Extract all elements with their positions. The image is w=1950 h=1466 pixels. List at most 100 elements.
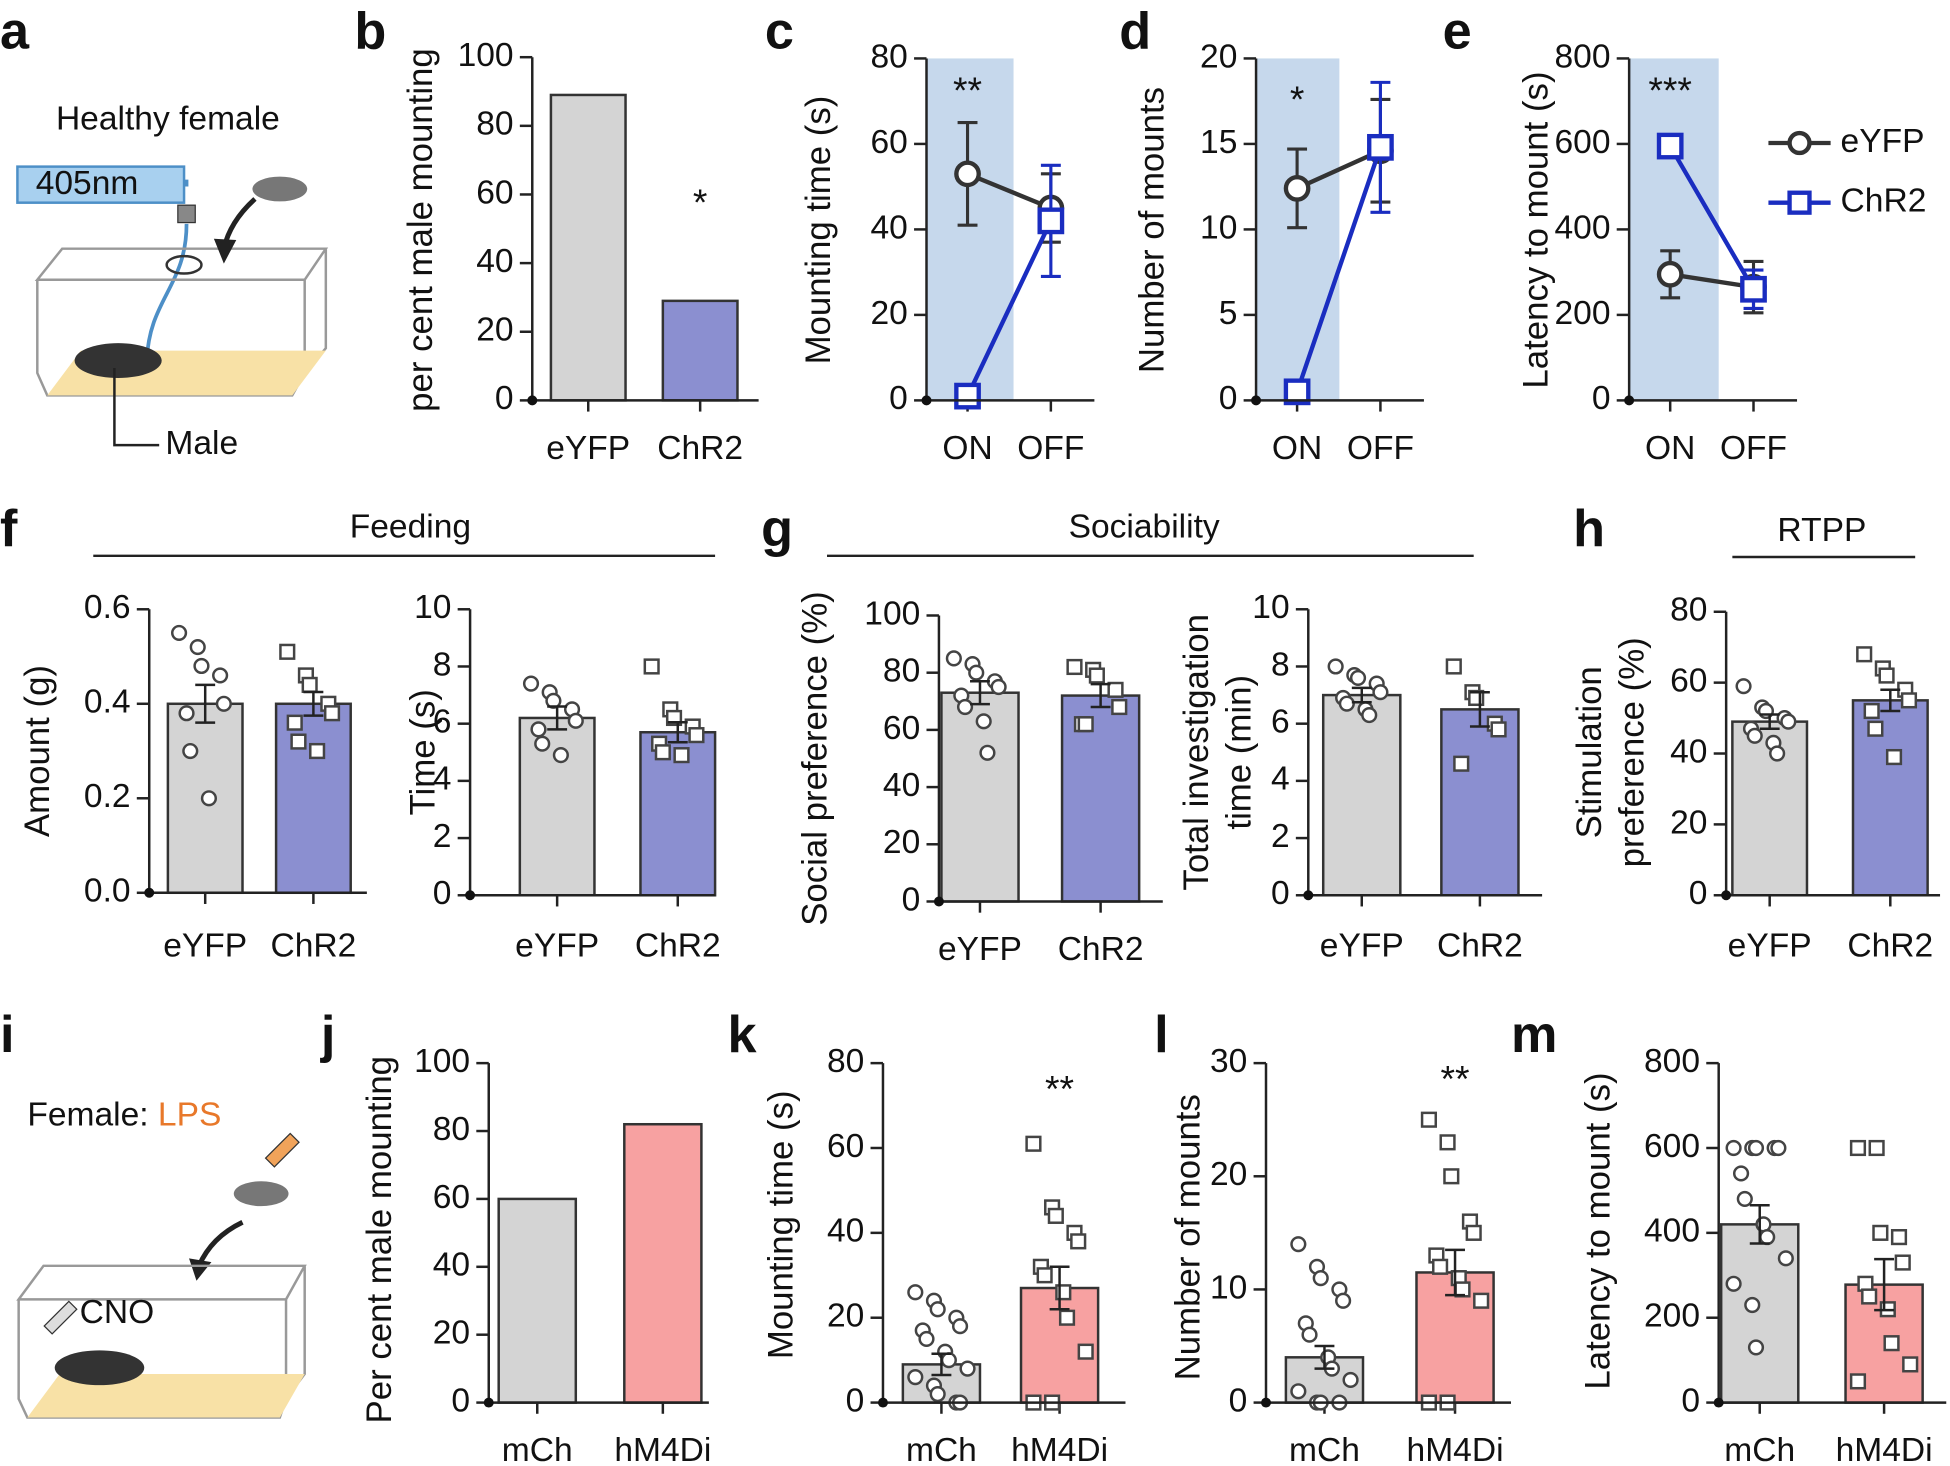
x-tick-label: ON: [942, 430, 992, 467]
mouse: [54, 1350, 145, 1386]
arrow: [196, 1220, 244, 1267]
y-tick-label: 800: [1554, 38, 1610, 75]
data-point: [1900, 692, 1918, 709]
axis-origin: [144, 887, 155, 898]
y-tick-label: 20: [433, 1315, 470, 1352]
data-point: [1443, 1168, 1460, 1185]
y-tick-label: 60: [1670, 663, 1707, 700]
data-point: [1077, 1343, 1094, 1360]
axis-origin: [1261, 1397, 1271, 1408]
bar: [497, 1197, 578, 1404]
significance: **: [953, 69, 982, 111]
data-point: [1283, 378, 1311, 406]
y-tick-label: 0: [902, 881, 921, 918]
x-tick-label: eYFP: [546, 430, 630, 467]
y-tick-label: 5: [1219, 295, 1238, 332]
x-tick-label: eYFP: [163, 927, 247, 964]
mouse: [74, 343, 162, 379]
data-point: [1111, 698, 1128, 716]
y-tick-label: 80: [827, 1043, 864, 1080]
y-tick-label: 400: [1644, 1213, 1700, 1250]
data-point: [1372, 684, 1389, 701]
panel-label: e: [1443, 3, 1472, 61]
data-point: [959, 1360, 976, 1377]
legend-label: ChR2: [1841, 183, 1927, 220]
panel-label: g: [761, 500, 793, 558]
x-tick-label: eYFP: [515, 927, 599, 964]
y-tick-label: 80: [883, 653, 920, 690]
axis-origin: [877, 1397, 888, 1408]
data-point: [212, 667, 229, 684]
syringe: [264, 1132, 300, 1168]
laser-box: [16, 165, 186, 204]
data-point: [1036, 1267, 1053, 1284]
arrow-head: [189, 1258, 212, 1281]
diagram-a: a Healthy female 405nm Male: [0, 3, 329, 462]
data-point: [1872, 1224, 1889, 1241]
legend-label: eYFP: [1841, 123, 1925, 160]
data-point: [990, 678, 1007, 696]
y-tick-label: 0: [1219, 380, 1238, 417]
x-tick-label: ON: [1645, 430, 1695, 467]
data-point: [954, 382, 981, 410]
y-tick-label: 0: [1271, 875, 1290, 912]
y-tick-label: 0: [1689, 875, 1708, 912]
data-point: [1290, 1383, 1307, 1400]
data-point: [975, 713, 992, 730]
diagram-text: 405nm: [36, 165, 139, 202]
data-point: [193, 657, 210, 675]
y-axis-label: Number of mounts: [1132, 87, 1171, 373]
y-tick-label: 600: [1644, 1128, 1700, 1165]
data-point: [178, 705, 195, 722]
data-point: [688, 727, 705, 744]
data-point: [1361, 707, 1378, 724]
panel-label: h: [1573, 500, 1605, 558]
data-point: [1747, 1139, 1765, 1157]
data-point: [1445, 658, 1462, 675]
syringe: [43, 1300, 78, 1335]
axis-origin: [465, 890, 476, 901]
bar: [1321, 693, 1402, 897]
bar: [1060, 694, 1141, 903]
diagram-text: CNO: [80, 1294, 155, 1331]
data-point: [929, 1386, 946, 1403]
x-tick-label: mCh: [906, 1432, 977, 1466]
data-point: [1740, 275, 1767, 303]
diagram-text: Healthy female: [56, 100, 280, 137]
data-point: [979, 744, 996, 761]
data-point: [1283, 175, 1311, 202]
data-point: [1878, 667, 1895, 684]
x-tick-label: hM4Di: [614, 1432, 711, 1466]
data-point: [954, 160, 981, 188]
diagram-i: i Female: LPS CNO: [0, 1006, 307, 1419]
y-tick-label: 600: [1554, 124, 1610, 161]
y-tick-label: 0: [433, 875, 452, 912]
y-tick-label: 8: [433, 646, 452, 683]
y-tick-label: 400: [1554, 209, 1610, 246]
axis-origin: [1251, 395, 1262, 406]
data-point: [290, 733, 307, 750]
y-axis-label: Total investigation: [1177, 614, 1216, 891]
axis-origin: [1721, 890, 1732, 901]
series-line: [1295, 146, 1383, 393]
y-tick-label: 40: [1670, 733, 1707, 770]
data-point: [1867, 720, 1884, 737]
y-axis-label: Mounting time (s): [799, 96, 838, 365]
bar: [1851, 699, 1929, 897]
y-tick-label: 100: [414, 1043, 470, 1080]
y-tick-label: 0: [451, 1382, 470, 1419]
y-tick-label: 20: [883, 824, 920, 861]
bar: [518, 716, 596, 897]
y-tick-label: 0: [495, 380, 514, 417]
data-point: [1312, 1270, 1329, 1287]
y-tick-label: 10: [1200, 209, 1237, 246]
data-point: [1736, 1190, 1753, 1207]
y-tick-label: 60: [883, 710, 920, 747]
panel-label: m: [1511, 1006, 1557, 1064]
data-point: [1725, 1139, 1742, 1157]
data-point: [522, 675, 540, 692]
data-point: [1327, 658, 1344, 675]
data-point: [907, 1369, 924, 1386]
significance: **: [1045, 1068, 1074, 1110]
y-tick-label: 100: [458, 37, 514, 74]
